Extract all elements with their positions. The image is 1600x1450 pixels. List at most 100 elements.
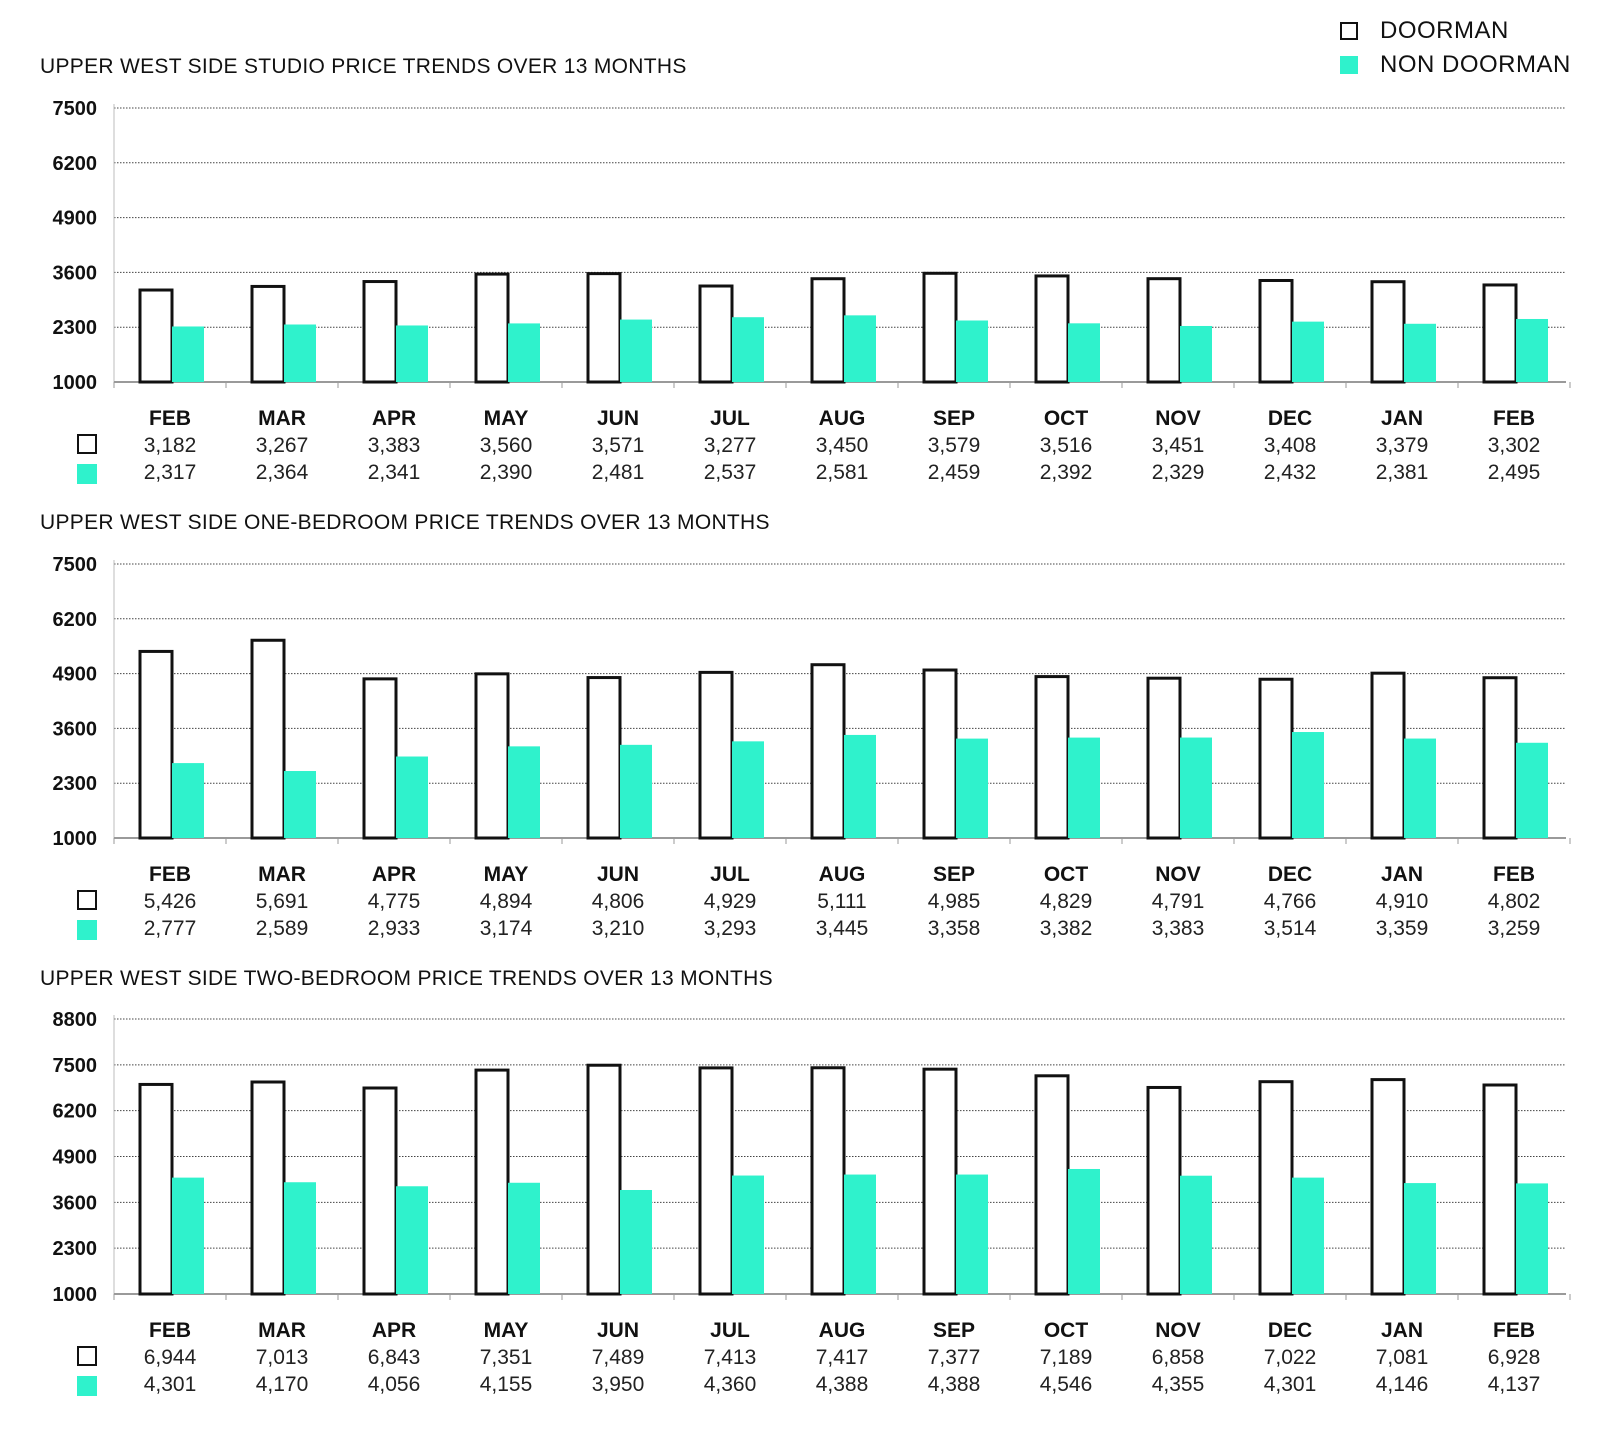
one-bedroom-value-label-non-doorman: 3,174 (480, 917, 533, 940)
one-bedroom-category-label: FEB (149, 863, 191, 886)
one-bedroom-bar-doorman (362, 677, 398, 840)
two-bedroom-bar-doorman (698, 1066, 734, 1296)
one-bedroom-value-label-doorman: 4,985 (928, 890, 981, 913)
one-bedroom-bar-doorman (1370, 671, 1406, 840)
studio-bar-non-doorman (508, 323, 540, 382)
two-bedroom-bar-doorman (474, 1068, 510, 1296)
studio-bar-doorman (1258, 278, 1294, 384)
one-bedroom-bar-non-doorman (620, 744, 652, 838)
studio-bar-non-doorman (1292, 321, 1324, 382)
two-bedroom-value-label-non-doorman: 4,355 (1152, 1373, 1205, 1396)
studio-category-label: FEB (149, 407, 191, 430)
one-bedroom-bar-doorman (250, 638, 286, 840)
two-bedroom-value-label-non-doorman: 3,950 (592, 1373, 645, 1396)
studio-category-label: OCT (1044, 407, 1089, 430)
studio-bar-doorman (1370, 280, 1406, 384)
two-bedroom-bar-doorman (1034, 1074, 1070, 1296)
studio-value-label-doorman: 3,302 (1488, 434, 1541, 457)
two-bedroom-value-label-doorman: 6,944 (144, 1346, 197, 1369)
one-bedroom-value-label-doorman: 4,791 (1152, 890, 1205, 913)
one-bedroom-value-label-doorman: 4,894 (480, 890, 533, 913)
studio-value-label-non-doorman: 2,341 (368, 461, 421, 484)
two-bedroom-price-chart: 1000 2300 3600 4900 6200 7500 8800 FEB 6,944 4,30… (53, 1009, 1571, 1396)
two-bedroom-value-label-non-doorman: 4,056 (368, 1373, 421, 1396)
two-bedroom-value-label-doorman: 7,022 (1264, 1346, 1317, 1369)
one-bedroom-y-tick-label: 2300 (53, 773, 98, 795)
studio-bar-doorman (810, 277, 846, 384)
two-bedroom-bar-non-doorman (172, 1177, 204, 1294)
one-bedroom-category-label: DEC (1268, 863, 1312, 886)
one-bedroom-category-label: APR (372, 863, 416, 886)
two-bedroom-value-label-non-doorman: 4,546 (1040, 1373, 1093, 1396)
one-bedroom-y-tick-label: 1000 (53, 828, 98, 850)
studio-category-label: SEP (933, 407, 975, 430)
one-bedroom-bar-non-doorman (396, 756, 428, 838)
one-bedroom-value-label-doorman: 5,111 (817, 890, 866, 913)
one-bedroom-bar-non-doorman (732, 741, 764, 838)
two-bedroom-bar-non-doorman (844, 1174, 876, 1294)
two-bedroom-y-tick-label: 7500 (53, 1055, 98, 1077)
doorman-swatch-icon (1340, 22, 1358, 40)
two-bedroom-bar-non-doorman (956, 1174, 988, 1294)
studio-category-label: JUN (597, 407, 639, 430)
legend-label-doorman: DOORMAN (1380, 17, 1509, 44)
two-bedroom-value-label-non-doorman: 4,137 (1488, 1373, 1541, 1396)
studio-value-label-non-doorman: 2,432 (1264, 461, 1317, 484)
two-bedroom-value-label-doorman: 7,417 (816, 1346, 869, 1369)
two-bedroom-value-label-doorman: 7,413 (704, 1346, 757, 1369)
one-bedroom-y-tick-label: 7500 (53, 554, 98, 576)
studio-bar-doorman (586, 272, 622, 384)
one-bedroom-bar-non-doorman (284, 771, 316, 838)
one-bedroom-value-label-non-doorman: 3,293 (704, 917, 757, 940)
one-bedroom-bar-doorman (810, 663, 846, 840)
studio-value-label-doorman: 3,516 (1040, 434, 1093, 457)
two-bedroom-bar-non-doorman (1180, 1175, 1212, 1294)
one-bedroom-bar-non-doorman (1068, 737, 1100, 838)
two-bedroom-category-label: DEC (1268, 1319, 1312, 1342)
studio-category-label: AUG (819, 407, 866, 430)
two-bedroom-category-label: JAN (1381, 1319, 1423, 1342)
two-bedroom-value-label-non-doorman: 4,155 (480, 1373, 533, 1396)
non-doorman-swatch-icon (1340, 56, 1358, 74)
studio-bar-non-doorman (172, 326, 204, 382)
two-bedroom-value-label-non-doorman: 4,301 (1264, 1373, 1317, 1396)
studio-doorman-row-icon (77, 434, 97, 454)
studio-value-label-non-doorman: 2,392 (1040, 461, 1093, 484)
one-bedroom-value-label-doorman: 5,691 (256, 890, 309, 913)
one-bedroom-value-label-non-doorman: 2,933 (368, 917, 421, 940)
studio-value-label-doorman: 3,571 (592, 434, 645, 457)
studio-value-label-doorman: 3,379 (1376, 434, 1429, 457)
studio-value-label-non-doorman: 2,495 (1488, 461, 1541, 484)
one-bedroom-value-label-non-doorman: 3,259 (1488, 917, 1541, 940)
studio-bar-doorman (250, 284, 286, 384)
studio-bar-doorman (1034, 274, 1070, 384)
one-bedroom-bar-doorman (1146, 676, 1182, 840)
one-bedroom-category-label: OCT (1044, 863, 1089, 886)
two-bedroom-value-label-doorman: 7,013 (256, 1346, 309, 1369)
one-bedroom-category-label: SEP (933, 863, 975, 886)
legend-item-doorman: DOORMAN (1340, 17, 1509, 45)
studio-value-label-doorman: 3,450 (816, 434, 869, 457)
studio-category-label: APR (372, 407, 416, 430)
one-bedroom-value-label-non-doorman: 3,383 (1152, 917, 1205, 940)
two-bedroom-value-label-non-doorman: 4,301 (144, 1373, 197, 1396)
two-bedroom-bar-doorman (1146, 1085, 1182, 1296)
two-bedroom-bar-non-doorman (1068, 1168, 1100, 1294)
two-bedroom-bar-doorman (362, 1086, 398, 1296)
studio-y-tick-label: 3600 (53, 262, 98, 284)
one-bedroom-bar-doorman (138, 649, 174, 840)
two-bedroom-value-label-non-doorman: 4,388 (816, 1373, 869, 1396)
two-bedroom-bar-non-doorman (508, 1182, 540, 1294)
two-bedroom-value-label-doorman: 7,081 (1376, 1346, 1429, 1369)
one-bedroom-y-tick-label: 4900 (53, 664, 98, 686)
two-bedroom-category-label: APR (372, 1319, 416, 1342)
two-bedroom-category-label: JUL (710, 1319, 750, 1342)
studio-price-chart: 1000 2300 3600 4900 6200 7500 FEB 3,182 2,317 MAR… (53, 98, 1571, 484)
two-bedroom-value-label-doorman: 6,858 (1152, 1346, 1205, 1369)
two-bedroom-bar-doorman (250, 1080, 286, 1296)
two-bedroom-category-label: AUG (819, 1319, 866, 1342)
one-bedroom-y-tick-label: 3600 (53, 718, 98, 740)
one-bedroom-bar-doorman (1482, 676, 1518, 840)
two-bedroom-value-label-doorman: 7,489 (592, 1346, 645, 1369)
two-bedroom-y-tick-label: 6200 (53, 1101, 98, 1123)
